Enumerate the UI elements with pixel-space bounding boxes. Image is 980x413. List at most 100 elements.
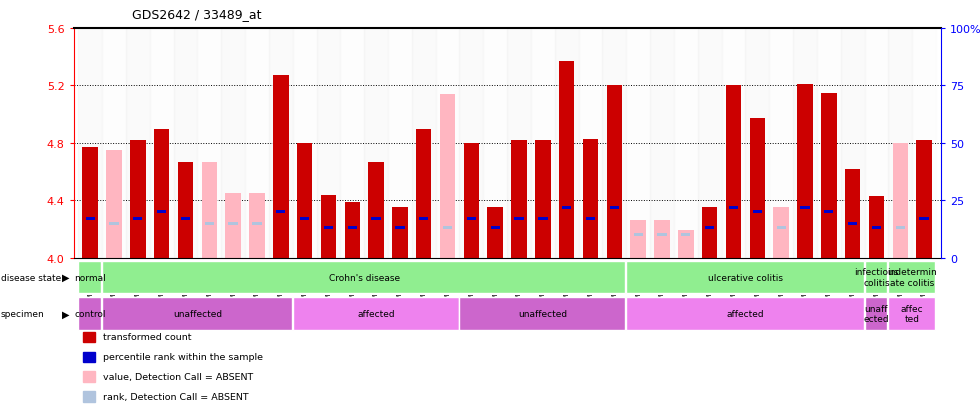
- Bar: [678, 231, 694, 258]
- Bar: [864, 29, 889, 258]
- Bar: [85, 218, 95, 221]
- Text: control: control: [74, 309, 106, 318]
- Bar: [388, 29, 412, 258]
- Bar: [460, 297, 625, 330]
- Bar: [776, 227, 786, 230]
- Bar: [681, 234, 691, 237]
- Bar: [371, 218, 381, 221]
- Text: Crohn's disease: Crohn's disease: [328, 273, 400, 282]
- Bar: [125, 29, 150, 258]
- Bar: [348, 227, 357, 230]
- Bar: [464, 143, 479, 258]
- Bar: [460, 29, 483, 258]
- Text: ▶: ▶: [62, 272, 70, 282]
- Bar: [419, 218, 428, 221]
- Bar: [705, 227, 714, 230]
- Bar: [197, 29, 221, 258]
- Bar: [626, 297, 863, 330]
- Bar: [443, 227, 452, 230]
- Bar: [845, 169, 860, 258]
- Bar: [133, 218, 142, 221]
- Text: affected: affected: [358, 309, 395, 318]
- Bar: [868, 197, 884, 258]
- Bar: [205, 222, 214, 225]
- Bar: [293, 29, 317, 258]
- Bar: [82, 148, 98, 258]
- Bar: [173, 29, 197, 258]
- Bar: [555, 29, 578, 258]
- Bar: [102, 261, 625, 294]
- Bar: [578, 29, 603, 258]
- Text: transformed count: transformed count: [103, 332, 191, 342]
- Bar: [889, 29, 912, 258]
- Text: indetermin
ate colitis: indetermin ate colitis: [887, 268, 937, 287]
- Bar: [729, 206, 738, 209]
- Text: affected: affected: [726, 309, 764, 318]
- Bar: [801, 206, 809, 209]
- Bar: [630, 221, 646, 258]
- Text: unaffected: unaffected: [518, 309, 567, 318]
- Bar: [889, 297, 935, 330]
- Bar: [698, 29, 721, 258]
- Text: unaffected: unaffected: [172, 309, 221, 318]
- Text: value, Detection Call = ABSENT: value, Detection Call = ABSENT: [103, 372, 253, 381]
- Text: normal: normal: [74, 273, 106, 282]
- Bar: [538, 218, 548, 221]
- Bar: [658, 234, 666, 237]
- Bar: [603, 29, 626, 258]
- Bar: [466, 218, 476, 221]
- Bar: [392, 208, 408, 258]
- Bar: [798, 85, 812, 258]
- Bar: [746, 29, 769, 258]
- Bar: [228, 222, 238, 225]
- Bar: [252, 222, 262, 225]
- Bar: [269, 29, 293, 258]
- Bar: [893, 143, 908, 258]
- Bar: [416, 129, 431, 258]
- Text: ulcerative colitis: ulcerative colitis: [708, 273, 783, 282]
- Bar: [340, 29, 365, 258]
- Bar: [300, 218, 310, 221]
- Bar: [436, 29, 460, 258]
- Bar: [864, 261, 888, 294]
- Bar: [793, 29, 817, 258]
- Bar: [535, 141, 551, 258]
- Bar: [130, 141, 146, 258]
- Bar: [821, 93, 837, 258]
- Bar: [487, 208, 503, 258]
- Bar: [177, 162, 193, 258]
- Bar: [607, 86, 622, 258]
- Bar: [512, 141, 527, 258]
- Bar: [323, 227, 333, 230]
- Bar: [320, 195, 336, 258]
- Bar: [483, 29, 508, 258]
- Bar: [273, 76, 288, 258]
- Bar: [655, 221, 669, 258]
- Bar: [841, 29, 864, 258]
- Bar: [245, 29, 269, 258]
- Bar: [368, 162, 384, 258]
- Bar: [106, 151, 122, 258]
- Text: unaff
ected: unaff ected: [863, 304, 889, 323]
- Bar: [514, 218, 523, 221]
- Bar: [78, 297, 101, 330]
- Bar: [440, 95, 456, 258]
- Bar: [110, 222, 119, 225]
- Bar: [102, 29, 125, 258]
- Bar: [508, 29, 531, 258]
- Bar: [249, 194, 265, 258]
- Bar: [726, 86, 741, 258]
- Bar: [154, 129, 170, 258]
- Text: specimen: specimen: [1, 309, 45, 318]
- Bar: [702, 208, 717, 258]
- Bar: [563, 206, 571, 209]
- Bar: [157, 211, 167, 214]
- Bar: [753, 211, 762, 214]
- Bar: [750, 119, 765, 258]
- Bar: [864, 297, 888, 330]
- Bar: [721, 29, 746, 258]
- Bar: [221, 29, 245, 258]
- Bar: [412, 29, 436, 258]
- Bar: [817, 29, 841, 258]
- Text: disease state: disease state: [1, 273, 61, 282]
